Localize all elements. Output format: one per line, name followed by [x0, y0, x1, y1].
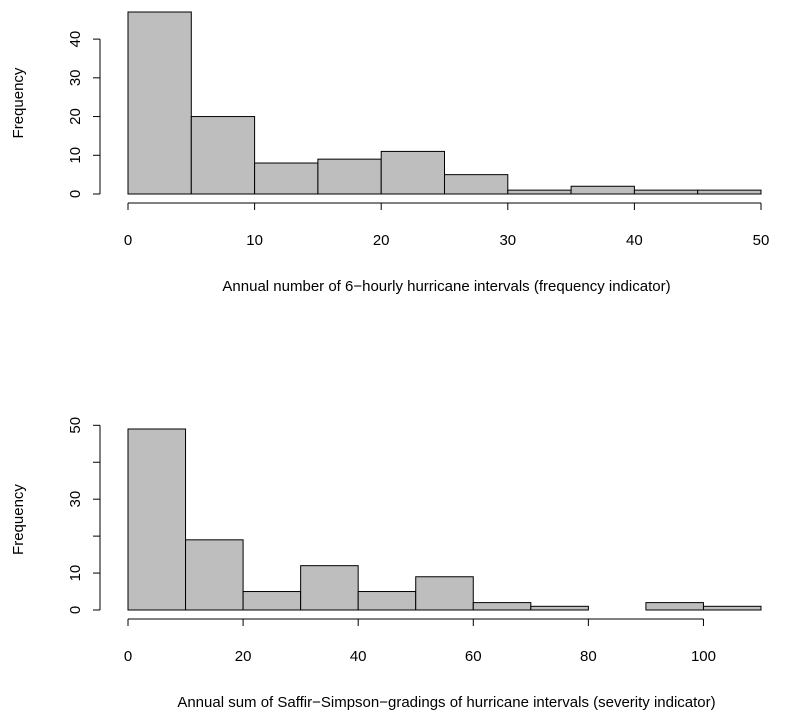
- bar: [127, 11, 192, 195]
- bar: [185, 539, 244, 611]
- bar: [633, 189, 699, 195]
- bar: [570, 185, 635, 195]
- x-tick-label: 40: [350, 648, 367, 665]
- x-tick-label: 20: [235, 648, 252, 665]
- bar: [190, 116, 256, 195]
- x-axis-label: Annual number of 6−hourly hurricane inte…: [222, 278, 670, 295]
- y-tick-label: 10: [67, 565, 84, 582]
- bar: [415, 576, 474, 611]
- bar: [507, 189, 572, 195]
- bar: [127, 428, 187, 611]
- bar: [317, 158, 382, 195]
- bar: [254, 162, 319, 195]
- y-tick-label: 20: [67, 108, 84, 125]
- x-tick-label: 100: [691, 648, 716, 665]
- x-tick-label: 20: [373, 232, 390, 249]
- y-tick-label: 0: [67, 606, 84, 614]
- x-tick-label: 80: [580, 648, 597, 665]
- x-tick-label: 50: [753, 232, 770, 249]
- x-tick-label: 40: [626, 232, 643, 249]
- x-tick-label: 0: [124, 648, 132, 665]
- bar: [357, 591, 417, 611]
- y-tick-label: 0: [67, 190, 84, 198]
- y-tick-label: 30: [67, 69, 84, 86]
- x-tick-label: 10: [246, 232, 263, 249]
- x-tick-label: 30: [499, 232, 516, 249]
- bar: [697, 189, 762, 195]
- bar: [444, 174, 509, 195]
- y-axis-label: Frequency: [10, 484, 27, 555]
- bar: [702, 605, 762, 611]
- x-axis-label: Annual sum of Saffir−Simpson−gradings of…: [177, 694, 715, 711]
- bar: [380, 150, 446, 195]
- y-axis-label: Frequency: [10, 67, 27, 138]
- bar: [472, 602, 532, 611]
- bar: [645, 602, 704, 611]
- bar: [242, 591, 302, 611]
- x-tick-label: 60: [465, 648, 482, 665]
- y-tick-label: 50: [67, 417, 84, 434]
- y-tick-label: 10: [67, 147, 84, 164]
- y-tick-label: 30: [67, 491, 84, 508]
- bar: [530, 605, 589, 611]
- bar: [300, 565, 359, 611]
- x-tick-label: 0: [124, 232, 132, 249]
- y-tick-label: 40: [67, 31, 84, 48]
